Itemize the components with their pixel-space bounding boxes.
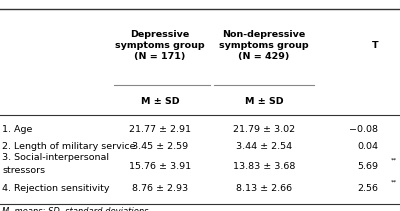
Text: Non-depressive
symptoms group
(N = 429): Non-depressive symptoms group (N = 429) (219, 30, 309, 61)
Text: 3.44 ± 2.54: 3.44 ± 2.54 (236, 142, 292, 151)
Text: −0.08: −0.08 (349, 125, 378, 134)
Text: 15.76 ± 3.91: 15.76 ± 3.91 (129, 162, 191, 171)
Text: 1. Age: 1. Age (2, 125, 32, 134)
Text: 3.45 ± 2.59: 3.45 ± 2.59 (132, 142, 188, 151)
Text: 2.56: 2.56 (357, 184, 378, 193)
Text: **: ** (390, 158, 397, 163)
Text: 21.79 ± 3.02: 21.79 ± 3.02 (233, 125, 295, 134)
Text: 2. Length of military service: 2. Length of military service (2, 142, 136, 151)
Text: M, means; SD, standard deviations.: M, means; SD, standard deviations. (2, 207, 151, 211)
Text: 8.76 ± 2.93: 8.76 ± 2.93 (132, 184, 188, 193)
Text: 5.69: 5.69 (357, 162, 378, 171)
Text: 3. Social-interpersonal: 3. Social-interpersonal (2, 153, 109, 162)
Text: M ± SD: M ± SD (141, 97, 179, 106)
Text: Depressive
symptoms group
(N = 171): Depressive symptoms group (N = 171) (115, 30, 205, 61)
Text: 8.13 ± 2.66: 8.13 ± 2.66 (236, 184, 292, 193)
Text: M ± SD: M ± SD (245, 97, 283, 106)
Text: 0.04: 0.04 (357, 142, 378, 151)
Text: 4. Rejection sensitivity: 4. Rejection sensitivity (2, 184, 110, 193)
Text: 13.83 ± 3.68: 13.83 ± 3.68 (233, 162, 295, 171)
Text: 21.77 ± 2.91: 21.77 ± 2.91 (129, 125, 191, 134)
Text: stressors: stressors (2, 166, 45, 175)
Text: **: ** (390, 180, 397, 185)
Text: T: T (371, 41, 378, 50)
